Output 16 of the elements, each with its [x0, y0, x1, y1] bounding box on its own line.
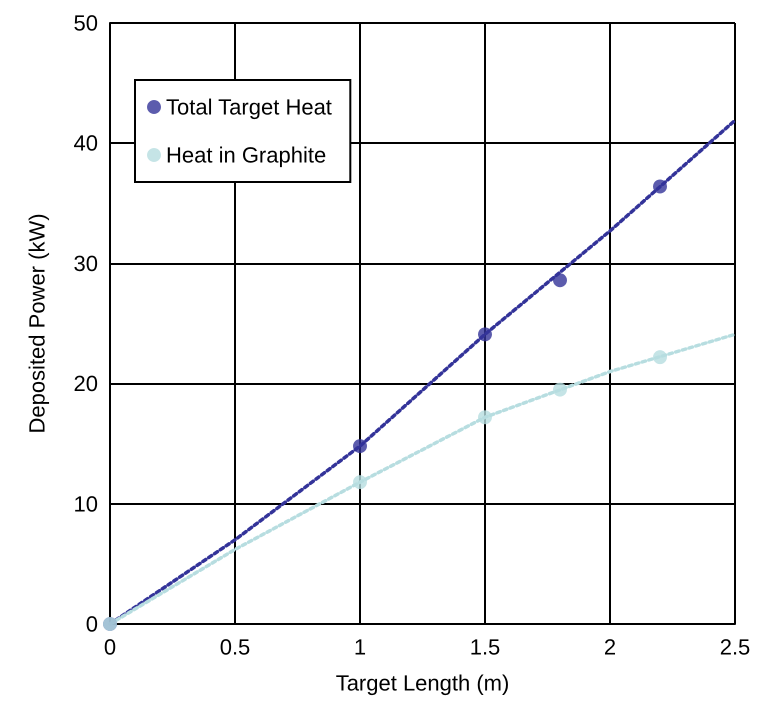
x-axis-title: Target Length (m): [336, 670, 510, 696]
x-tick-label: 1.5: [470, 634, 500, 660]
y-tick-label: 50: [74, 10, 98, 36]
y-tick-label: 30: [74, 250, 98, 276]
x-tick-label: 2.5: [720, 634, 750, 660]
legend-label: Heat in Graphite: [166, 142, 326, 168]
x-tick-label: 1: [354, 634, 366, 660]
y-tick-label: 0: [86, 612, 98, 636]
x-tick-label: 0.5: [220, 634, 250, 660]
y-tick-label: 10: [74, 491, 98, 516]
legend-label: Total Target Heat: [166, 94, 332, 120]
y-tick-label: 40: [74, 130, 98, 156]
x-tick-label: 2: [604, 634, 616, 660]
x-tick-label: 0: [104, 634, 116, 660]
y-axis-title: Deposited Power (kW): [24, 213, 50, 434]
y-tick-label: 20: [74, 371, 98, 396]
